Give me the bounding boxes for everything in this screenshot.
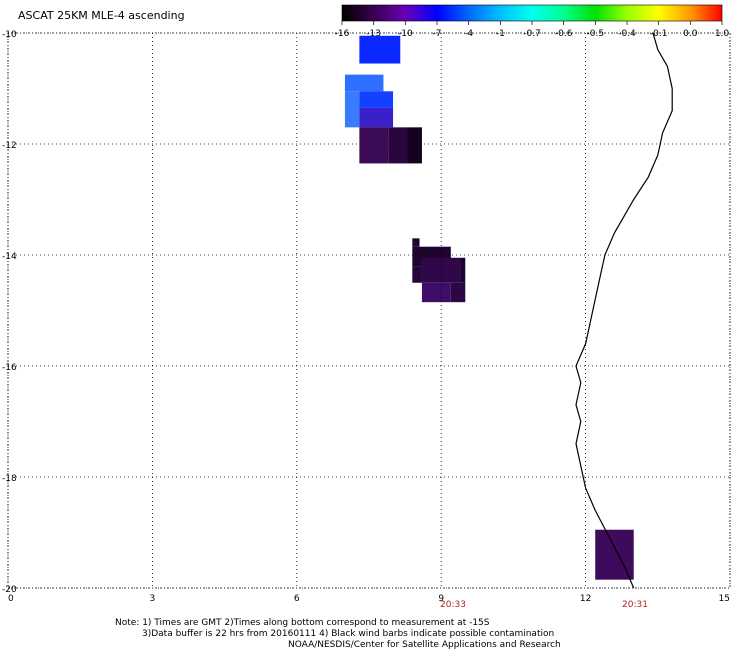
note-line-2: 3)Data buffer is 22 hrs from 20160111 4)… [142,629,554,639]
map-title: ASCAT 25KM MLE-4 ascending [18,9,185,22]
colorbar-tick-label: -0.7 [523,29,541,39]
colorbar-tick-label: -4 [464,29,473,39]
latitude-label: -18 [2,474,17,484]
colorbar-tick-label: 1.0 [715,29,730,39]
note-line-1: Note: 1) Times are GMT 2)Times along bot… [115,618,490,628]
latitude-label: -12 [2,141,17,151]
swath-cell [460,257,466,283]
plot-frame [7,32,731,589]
swath-cell [407,127,422,164]
colorbar-tick-label: -16 [335,29,350,39]
longitude-label: 15 [719,594,730,604]
latitude-label: -16 [2,363,17,373]
swath-cell [359,127,389,164]
longitude-label: 3 [150,594,156,604]
note-line-3: NOAA/NESDIS/Center for Satellite Applica… [288,640,561,650]
longitude-label: 12 [580,594,591,604]
swath-cell [412,238,420,247]
swath-cell [344,91,360,128]
swath-cell [359,107,394,128]
swath-cell [359,91,394,108]
colorbar-tick-label: -7 [433,29,442,39]
colorbar-labels: -16 -13 -10 -7 -4 -1 -0.7 -0.6 -0.5 -0.4 -0.1 0.0 1.… [335,21,730,39]
longitude-label: 0 [8,594,14,604]
latitude-label: -10 [2,30,17,40]
coastline [575,32,673,589]
swath-cell [450,282,466,303]
swath-cell [421,282,451,303]
longitude-label: 6 [294,594,300,604]
colorbar-tick-label: -0.4 [618,29,636,39]
colorbar-tick-label: -0.5 [587,29,605,39]
colorbar-tick-label: -10 [398,29,413,39]
swath-cell [388,127,408,164]
colorbar-tick-label: 0.0 [683,29,698,39]
colorbar [341,4,723,22]
swath-cell [344,74,384,92]
swath-cell [359,35,401,64]
swath-cell [412,266,422,283]
latitude-label: -20 [2,585,17,595]
latitude-label: -14 [2,252,17,262]
colorbar-tick-label: -0.1 [650,29,668,39]
time-label-1: 20:33 [440,600,466,610]
longitude-label: 9 [438,594,444,604]
colorbar-strip [341,4,723,22]
colorbar-tick-label: -13 [366,29,381,39]
swath-cell [595,529,634,580]
longitude-labels: 0 3 6 9 12 15 [8,594,730,604]
colorbar-tick-label: -0.6 [555,29,573,39]
latitude-labels: -10 -12 -14 -16 -18 -20 [2,30,17,595]
colorbar-tick-label: -1 [496,29,505,39]
swath-cells [344,35,634,580]
time-label-2: 20:31 [622,600,648,610]
